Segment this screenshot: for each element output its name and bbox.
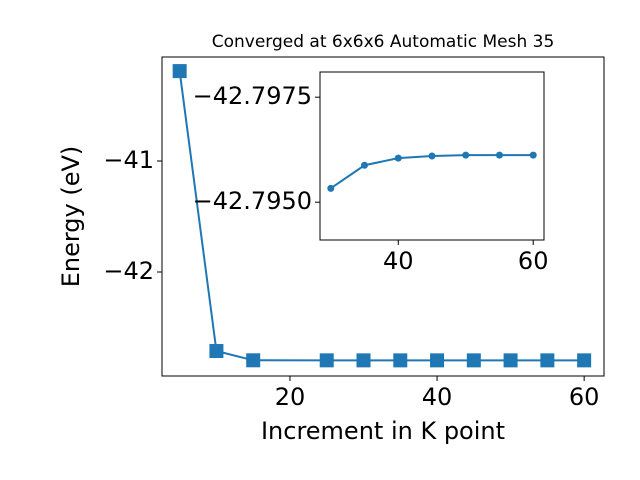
marker [430, 353, 445, 368]
marker [246, 353, 261, 368]
y-tick-label: −42 [103, 257, 154, 285]
marker [172, 64, 187, 79]
marker [466, 353, 481, 368]
x-tick-label: 40 [422, 383, 453, 411]
y-tick-label: −42.7975 [193, 82, 312, 110]
marker [428, 152, 436, 160]
x-tick-label: 60 [518, 247, 549, 275]
chart-title: Converged at 6x6x6 Automatic Mesh 35 [212, 32, 555, 52]
y-axis-label: Energy (eV) [57, 146, 85, 288]
x-tick-label: 40 [383, 247, 414, 275]
marker [394, 154, 402, 162]
marker [529, 151, 537, 159]
x-tick-label: 20 [275, 383, 306, 411]
marker [319, 353, 334, 368]
marker [361, 161, 369, 169]
y-tick-label: −42.7950 [193, 187, 312, 215]
marker [577, 353, 592, 368]
marker [495, 151, 503, 159]
marker [540, 353, 555, 368]
marker [327, 184, 335, 192]
marker [393, 353, 408, 368]
marker [503, 353, 518, 368]
x-axis-label: Increment in K point [261, 417, 505, 445]
x-tick-label: 60 [569, 383, 600, 411]
y-tick-label: −41 [103, 146, 154, 174]
marker [209, 344, 224, 359]
marker [356, 353, 371, 368]
marker [462, 151, 470, 159]
